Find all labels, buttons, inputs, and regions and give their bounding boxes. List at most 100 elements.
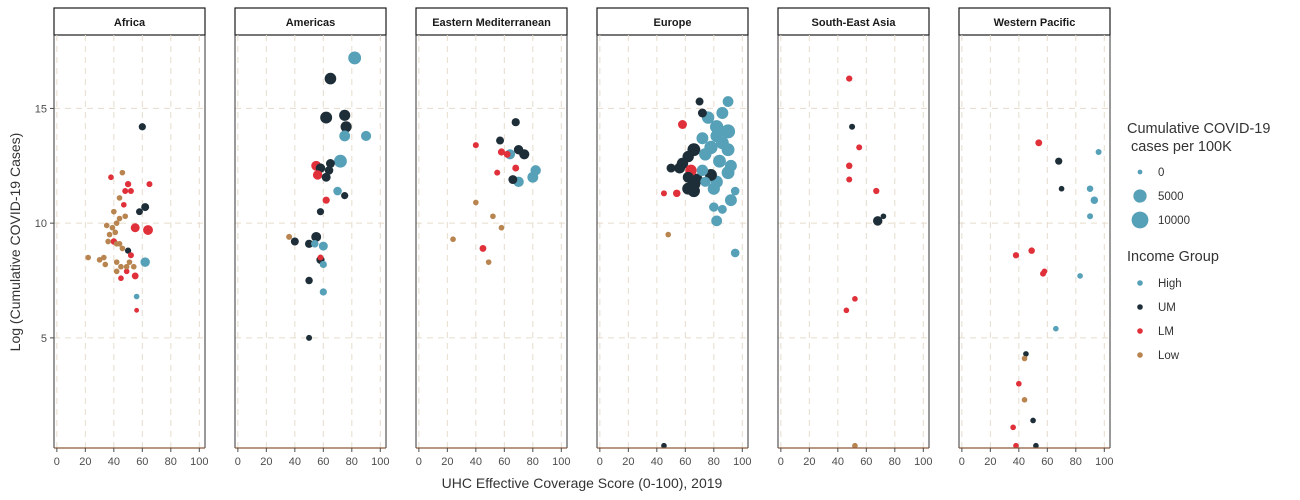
data-point — [1023, 351, 1029, 357]
x-tick-label: 80 — [165, 456, 177, 468]
x-tick-label: 100 — [733, 456, 751, 468]
data-point — [682, 182, 695, 195]
data-point — [116, 195, 123, 201]
color-legend-key — [1137, 304, 1143, 310]
x-tick-label: 100 — [552, 456, 570, 468]
color-legend-item: LM — [1137, 326, 1174, 338]
data-point — [1095, 149, 1102, 156]
data-point — [1012, 252, 1020, 259]
data-point — [1021, 396, 1028, 403]
data-point — [124, 247, 132, 254]
color-legend-label: UM — [1158, 302, 1176, 314]
data-point — [1055, 157, 1063, 165]
facet-strip-label: South-East Asia — [812, 17, 897, 29]
x-tick-label: 40 — [289, 456, 301, 468]
data-point — [716, 107, 729, 119]
data-point — [695, 97, 704, 106]
color-legend-label: High — [1158, 278, 1182, 290]
data-point — [880, 213, 887, 220]
data-point — [339, 130, 351, 142]
size-legend-title: Cumulative COVID-19 cases per 100K — [1127, 121, 1270, 155]
data-point — [846, 176, 853, 183]
data-point — [846, 75, 853, 82]
x-tick-label: 80 — [346, 456, 358, 468]
panels: Africa 0 20 40 60 80 100 5 10 15 Americas 0 20 40 60 80… — [35, 7, 1113, 468]
data-point — [130, 223, 140, 233]
data-point — [1086, 185, 1094, 192]
facet-strip — [958, 7, 1111, 36]
data-point — [730, 248, 740, 258]
x-tick-label: 60 — [136, 456, 148, 468]
data-point — [697, 108, 707, 118]
facet-panel: South-East Asia 0 20 40 60 80 100 — [777, 7, 932, 468]
data-point — [512, 164, 520, 172]
data-point — [717, 204, 727, 214]
data-point — [340, 121, 352, 133]
x-tick-label: 20 — [622, 456, 634, 468]
data-point — [473, 199, 479, 206]
facet-panel: Western Pacific 0 20 40 60 80 100 — [958, 7, 1113, 468]
data-point — [118, 263, 124, 270]
x-tick-label: 80 — [527, 456, 539, 468]
data-point — [700, 176, 711, 187]
data-point — [696, 132, 709, 145]
data-point — [119, 245, 126, 252]
color-legend-title: Income Group — [1127, 249, 1219, 265]
size-legend-item: 10000 — [1131, 211, 1190, 229]
data-point — [316, 208, 325, 216]
data-point — [699, 148, 712, 161]
data-point — [312, 170, 323, 180]
data-point — [124, 181, 132, 188]
data-point — [113, 259, 120, 265]
data-point — [119, 169, 126, 176]
x-tick-label: 100 — [914, 456, 932, 468]
data-point — [304, 239, 314, 248]
y-axis-title: Log (Cumulative COVID-19 Cases) — [7, 133, 23, 352]
data-point — [322, 196, 330, 204]
data-point — [126, 259, 133, 265]
data-point — [324, 166, 334, 175]
size-legend-item: 5000 — [1133, 189, 1184, 203]
data-point — [1033, 442, 1039, 449]
y-tick-label: 15 — [35, 103, 47, 115]
data-point — [136, 208, 143, 216]
x-tick-label: 80 — [708, 456, 720, 468]
data-point — [146, 181, 153, 188]
x-tick-label: 100 — [371, 456, 389, 468]
data-point — [317, 254, 324, 261]
data-point — [141, 203, 150, 212]
data-point — [306, 334, 313, 341]
data-point — [360, 130, 372, 142]
data-point — [496, 136, 505, 145]
data-point — [479, 244, 487, 252]
data-point — [134, 307, 140, 313]
data-point — [508, 175, 518, 185]
x-tick-label: 80 — [889, 456, 901, 468]
data-point — [324, 72, 337, 85]
data-point — [696, 164, 709, 177]
data-point — [721, 143, 735, 157]
x-tick-label: 60 — [498, 456, 510, 468]
data-point — [127, 252, 134, 259]
data-point — [1021, 355, 1028, 362]
size-legend-label: 0 — [1158, 167, 1164, 179]
data-point — [122, 188, 129, 195]
data-point — [1010, 424, 1016, 431]
data-point — [109, 224, 116, 231]
x-tick-label: 20 — [79, 456, 91, 468]
data-point — [130, 263, 137, 270]
facet-strip-label: Americas — [286, 17, 336, 29]
data-point — [856, 144, 863, 151]
facet-strip-label: Eastern Mediterranean — [432, 17, 551, 29]
data-point — [321, 172, 331, 182]
data-point — [682, 171, 694, 183]
facet-strip-label: Europe — [654, 17, 692, 29]
data-point — [660, 190, 667, 197]
data-point — [113, 268, 120, 275]
data-point — [140, 257, 150, 267]
data-point — [101, 254, 107, 261]
data-point — [311, 240, 319, 248]
data-point — [1087, 213, 1094, 220]
data-point — [710, 129, 723, 143]
